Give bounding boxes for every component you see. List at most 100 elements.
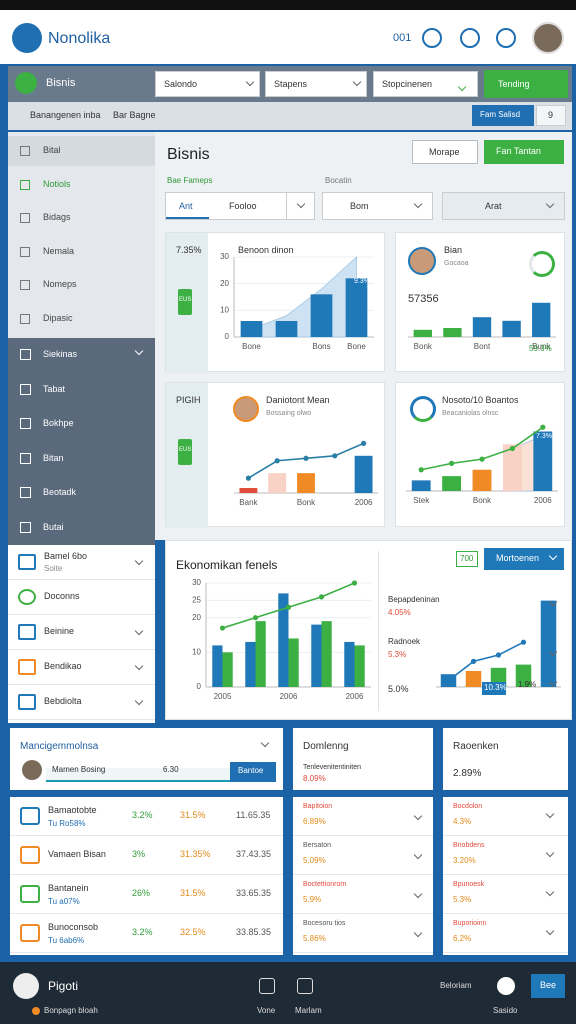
bar	[344, 641, 355, 687]
list-item[interactable]: Bebdiolta	[8, 685, 155, 720]
select[interactable]: Stapens	[265, 71, 367, 97]
button[interactable]: Fan Tantan	[484, 140, 564, 164]
tab-active	[166, 193, 209, 219]
select[interactable]: Salondo	[155, 71, 260, 97]
table-row[interactable]: Bunoconsob Tu 6ab6% 3.2% 32.5% 33.85.35	[10, 914, 283, 953]
button[interactable]: Mortoenen	[484, 548, 564, 570]
list-row[interactable]: Boctettionrom 5.9%	[293, 875, 433, 914]
row-c: 11.65.35	[236, 810, 271, 820]
nav-group[interactable]: Tabat	[8, 375, 155, 405]
bar	[472, 469, 492, 491]
chart-title: Daniotont Mean	[266, 395, 330, 405]
table-row[interactable]: Vamaen Bisan 3% 31.35% 37.43.35	[10, 836, 283, 875]
list-row[interactable]: Bapitoion 6.89%	[293, 797, 433, 836]
nav-label[interactable]: Marlam	[295, 1006, 322, 1015]
list-item[interactable]: Beinine	[8, 615, 155, 650]
bar	[310, 294, 333, 337]
nav-item[interactable]: Bidags	[8, 203, 155, 233]
tab[interactable]: Bocatin	[325, 176, 352, 185]
row-value: 6.2%	[453, 934, 472, 943]
sidebar-list: Bamel 6bo Soite Doconns Beinine Bendikao Bebd…	[8, 545, 155, 723]
nav-label[interactable]: Vone	[257, 1006, 276, 1015]
list-title: Beinine	[44, 626, 75, 636]
list-row[interactable]: Bocesoru tios 5.86%	[293, 914, 433, 953]
icon	[32, 1007, 40, 1015]
button[interactable]: Bee	[531, 974, 565, 998]
button-label: Fan Tantan	[496, 146, 541, 156]
panel: Mancigemmolnsa Mamen Bosing 6.30 Bantoe	[10, 728, 283, 790]
table-row[interactable]: Bamaotobte Tu Ro58% 3.2% 31.5% 11.65.35	[10, 797, 283, 836]
filter[interactable]: Ant Fooloo	[165, 192, 315, 220]
list-row[interactable]: Bnobdens 3.20%	[443, 836, 568, 875]
nav-item[interactable]: Dipasic	[8, 304, 155, 334]
row-value: 5.86%	[303, 934, 326, 943]
chart: Stek Bonk 2006	[406, 424, 558, 505]
bar	[413, 329, 432, 337]
button[interactable]: Bantoe	[230, 762, 276, 782]
table-row[interactable]: Bantanein Tu a07% 26% 31.5% 33.65.35	[10, 875, 283, 914]
chip-label: EUS	[179, 447, 192, 453]
nav-item[interactable]: Nemala	[8, 237, 155, 267]
point	[219, 625, 226, 631]
list-row[interactable]: Bpunoesk 5.3%	[443, 875, 568, 914]
panel-title: Domlenng	[303, 741, 349, 752]
list-item[interactable]: Bamel 6bo Soite	[8, 545, 155, 580]
chevron	[134, 626, 144, 636]
tab[interactable]: Bae Fameps	[167, 176, 213, 185]
nav-group[interactable]: Siekinas	[8, 340, 155, 370]
y-tick-label: 30	[192, 578, 201, 587]
x-tick-label: 2006	[534, 496, 552, 505]
list-item[interactable]: Bendikao	[8, 650, 155, 685]
bar	[212, 645, 223, 687]
chevron	[134, 661, 144, 671]
panel: Raoenken 2.89%	[443, 728, 568, 790]
nav-label[interactable]: Sasido	[493, 1006, 518, 1015]
chevron	[413, 199, 423, 209]
select[interactable]: Stopcinenen	[373, 71, 478, 97]
x-tick-label: Bonk	[297, 498, 316, 507]
filter[interactable]: Bom	[322, 192, 433, 220]
icon	[13, 973, 39, 999]
button-label: Mortoenen	[496, 553, 540, 563]
bar	[502, 444, 522, 491]
icon	[529, 251, 555, 277]
button[interactable]: Fam Salisd	[472, 105, 534, 126]
row-value: 4.3%	[453, 817, 472, 826]
bar	[515, 664, 532, 687]
panel-title: Raoenken	[453, 741, 499, 752]
nav-group[interactable]: Bokhpe	[8, 409, 155, 439]
x-tick-label: Bone	[347, 342, 366, 351]
icon	[410, 396, 436, 422]
badge-label: 10.3%	[484, 683, 507, 692]
filter[interactable]: Arat	[442, 192, 565, 220]
user-name: Pigoti	[48, 979, 79, 993]
list-row[interactable]: Buporioinn 6.2%	[443, 914, 568, 953]
x-tick-label: Bunk	[532, 342, 551, 351]
icon	[20, 846, 40, 864]
bar	[268, 473, 287, 493]
list-row[interactable]: Bocdolon 4.3%	[443, 797, 568, 836]
bar	[311, 624, 322, 687]
nav-group[interactable]: Beotadk	[8, 478, 155, 508]
action-button[interactable]: Tending	[484, 70, 568, 98]
button-label: Bantoe	[238, 766, 264, 775]
button[interactable]: Morape	[412, 140, 478, 164]
row-a: 3%	[132, 849, 146, 859]
chevron	[545, 809, 555, 819]
bar	[297, 473, 315, 493]
chevron	[545, 887, 555, 897]
nav-item[interactable]: Bital	[8, 136, 155, 166]
row-name: Bunoconsob	[48, 922, 99, 932]
badge[interactable]: 001	[393, 32, 412, 44]
nav-group[interactable]: Butai	[8, 513, 155, 543]
icon	[22, 760, 42, 780]
nav-item[interactable]: Nomeps	[8, 270, 155, 300]
nav-label[interactable]: Beloriam	[440, 981, 472, 990]
point	[520, 639, 527, 645]
list-row[interactable]: Bersaton 5.09%	[293, 836, 433, 875]
list-item[interactable]: Doconns	[8, 580, 155, 615]
x-tick-label: Bonk	[414, 342, 433, 351]
row-name: Bocdolon	[453, 803, 483, 810]
nav-group[interactable]: Bitan	[8, 444, 155, 474]
nav-item[interactable]: Notiols	[8, 170, 155, 200]
